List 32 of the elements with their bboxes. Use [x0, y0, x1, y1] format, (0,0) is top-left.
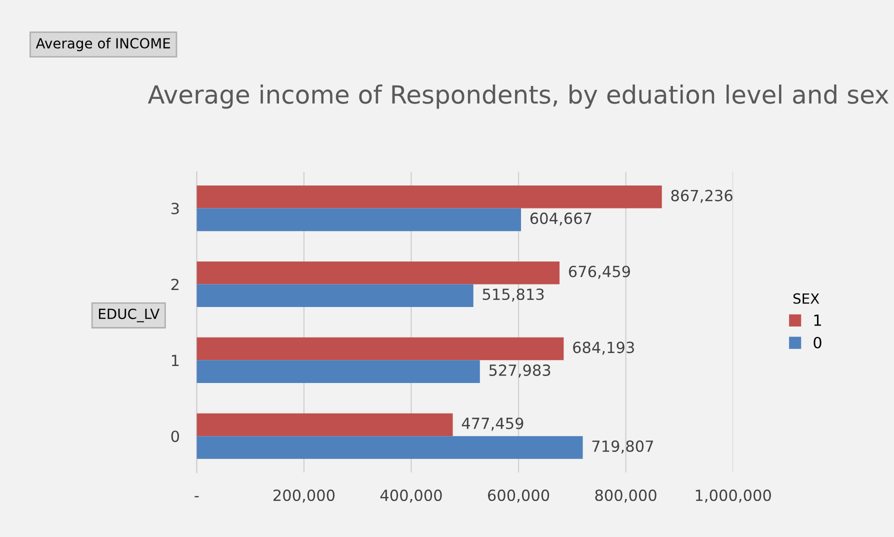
x-tick-label: 400,000	[380, 489, 442, 503]
y-axis-title: EDUC_LV	[98, 308, 160, 322]
data-label: 719,807	[592, 440, 653, 454]
bar	[196, 284, 474, 308]
bar	[196, 360, 480, 383]
x-tick-label: 200,000	[273, 489, 335, 503]
data-label: 684,193	[573, 342, 634, 355]
bar	[196, 186, 662, 208]
data-label: 867,236	[671, 190, 732, 203]
bar	[196, 436, 583, 459]
y-tick-label: 0	[171, 430, 179, 442]
bar	[196, 413, 453, 436]
legend-title: SEX	[793, 293, 820, 304]
y-tick-label: 1	[172, 354, 179, 366]
x-tick-label: -	[194, 496, 199, 498]
legend-label: 1	[814, 314, 821, 326]
data-label: 527,983	[489, 364, 550, 378]
bar	[196, 337, 564, 360]
data-label: 676,459	[568, 266, 630, 279]
y-tick-label: 2	[171, 278, 178, 290]
text: Average of INCOME	[36, 38, 170, 52]
x-tick-label: 600,000	[488, 489, 550, 503]
bar	[196, 261, 560, 284]
legend-label: 0	[814, 336, 822, 348]
x-tick-label: 1,000,000	[696, 489, 771, 503]
data-label: 515,813	[482, 288, 544, 302]
chart-title: Average income of Respondents, by eduation level and sex	[148, 84, 889, 109]
bar	[196, 208, 522, 232]
x-tick-label: 800,000	[595, 489, 656, 503]
y-tick-label: 3	[171, 202, 179, 214]
data-label: 477,459	[462, 418, 524, 431]
data-label: 604,667	[530, 212, 592, 226]
